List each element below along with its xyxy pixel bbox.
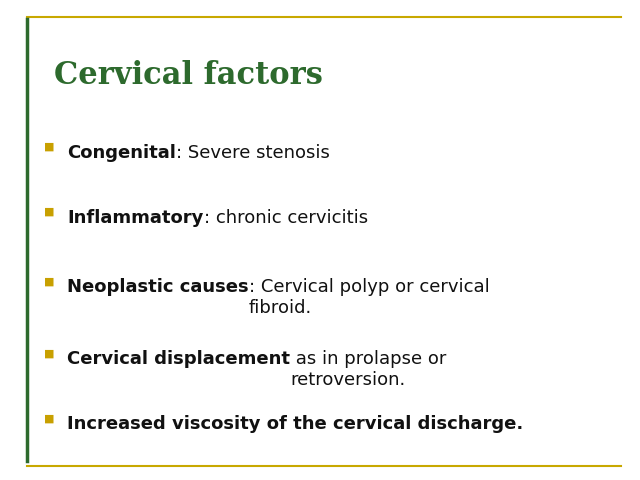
Text: as in prolapse or
retroversion.: as in prolapse or retroversion. bbox=[290, 350, 447, 389]
Text: ■: ■ bbox=[44, 276, 54, 287]
Text: ■: ■ bbox=[44, 207, 54, 217]
Text: ■: ■ bbox=[44, 348, 54, 359]
Text: Cervical displacement: Cervical displacement bbox=[67, 350, 290, 369]
Text: ■: ■ bbox=[44, 142, 54, 152]
Text: Neoplastic causes: Neoplastic causes bbox=[67, 278, 249, 296]
Text: ■: ■ bbox=[44, 413, 54, 423]
Text: : Severe stenosis: : Severe stenosis bbox=[176, 144, 330, 162]
Text: Congenital: Congenital bbox=[67, 144, 176, 162]
Text: Cervical factors: Cervical factors bbox=[54, 60, 323, 91]
Text: Increased viscosity of the cervical discharge.: Increased viscosity of the cervical disc… bbox=[67, 415, 524, 433]
Text: Inflammatory: Inflammatory bbox=[67, 209, 204, 227]
Text: : Cervical polyp or cervical
fibroid.: : Cervical polyp or cervical fibroid. bbox=[249, 278, 490, 317]
Text: : chronic cervicitis: : chronic cervicitis bbox=[204, 209, 368, 227]
